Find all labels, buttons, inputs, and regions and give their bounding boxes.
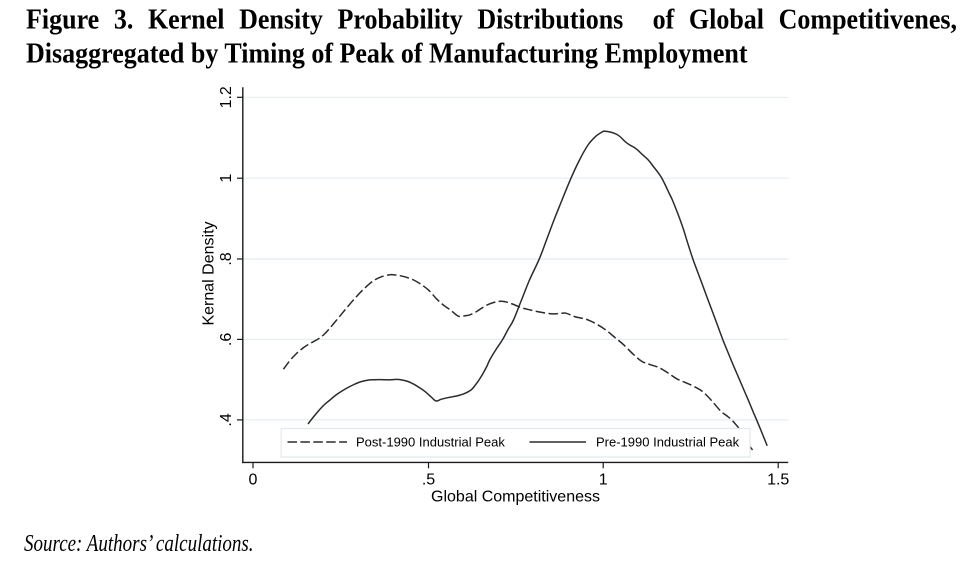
svg-text:1: 1 (218, 174, 235, 183)
svg-text:0: 0 (249, 471, 258, 488)
svg-text:1: 1 (599, 471, 608, 488)
svg-text:.5: .5 (422, 471, 435, 488)
svg-text:.6: .6 (218, 333, 235, 346)
svg-text:1.5: 1.5 (767, 471, 789, 488)
svg-text:Post-1990 Industrial Peak: Post-1990 Industrial Peak (356, 435, 505, 450)
svg-text:.4: .4 (218, 413, 235, 426)
svg-text:Kernal Density: Kernal Density (201, 221, 218, 325)
svg-text:Global Competitiveness: Global Competitiveness (431, 489, 600, 506)
svg-text:Pre-1990 Industrial Peak: Pre-1990 Industrial Peak (596, 435, 740, 450)
svg-text:1.2: 1.2 (218, 86, 235, 108)
svg-text:.8: .8 (218, 252, 235, 265)
